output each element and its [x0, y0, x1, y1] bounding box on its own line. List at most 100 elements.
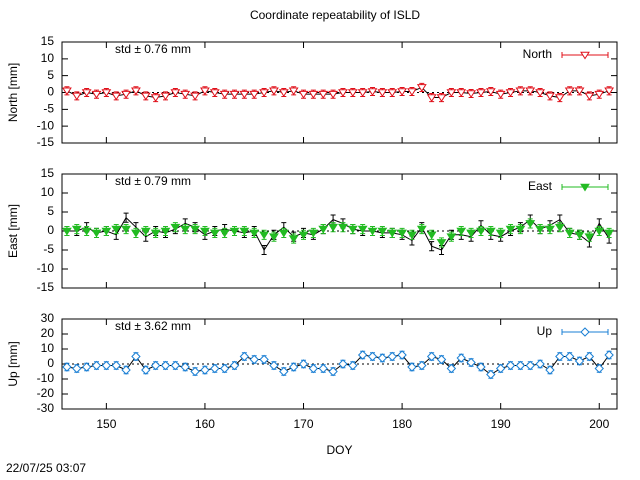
marker: [466, 229, 477, 238]
marker: [525, 220, 536, 228]
marker: [200, 87, 210, 96]
marker: [190, 366, 200, 377]
marker: [338, 359, 348, 369]
marker: [426, 351, 437, 362]
marker: [91, 360, 102, 371]
marker: [604, 229, 615, 238]
marker: [426, 94, 437, 103]
marker: [505, 89, 516, 98]
marker: [239, 351, 250, 362]
marker: [111, 225, 122, 234]
y-tick-label: -5: [43, 242, 54, 256]
marker: [446, 89, 457, 98]
marker: [140, 92, 151, 101]
marker: [535, 89, 546, 98]
marker: [525, 360, 535, 371]
marker: [594, 90, 605, 99]
marker: [170, 360, 181, 371]
marker: [81, 362, 92, 372]
y-tick-label: 0: [47, 223, 54, 237]
marker: [486, 369, 496, 380]
marker: [131, 229, 141, 238]
y-tick-label: 30: [41, 311, 55, 325]
marker: [456, 227, 467, 236]
marker: [111, 360, 121, 371]
marker: [377, 89, 388, 98]
marker: [535, 225, 546, 234]
marker: [377, 353, 388, 363]
marker: [170, 223, 181, 232]
marker: [348, 360, 358, 371]
marker: [574, 231, 585, 240]
marker: [209, 229, 220, 238]
y-tick-label: 20: [41, 326, 55, 340]
marker: [387, 89, 398, 98]
marker: [495, 90, 506, 99]
marker: [367, 227, 378, 236]
y-tick-label: 5: [47, 204, 54, 218]
y-tick-label: -15: [37, 135, 55, 149]
y-axis-label: East [mm]: [6, 204, 20, 258]
marker: [62, 362, 72, 372]
x-axis-label: DOY: [326, 443, 352, 457]
marker: [249, 90, 260, 99]
marker: [466, 90, 477, 99]
legend-label: Up: [537, 324, 553, 338]
x-tick-label: 150: [96, 417, 116, 431]
marker: [279, 366, 289, 377]
marker: [584, 92, 595, 101]
marker: [466, 357, 476, 368]
marker: [150, 229, 161, 238]
marker: [308, 90, 319, 99]
marker: [318, 363, 328, 374]
marker: [298, 359, 309, 369]
y-tick-label: -10: [37, 261, 55, 275]
marker: [446, 233, 457, 242]
marker: [495, 229, 506, 238]
marker: [338, 223, 348, 232]
marker: [288, 362, 299, 372]
legend-marker: [580, 51, 590, 60]
y-tick-label: 10: [41, 185, 55, 199]
marker: [91, 229, 102, 238]
marker: [269, 87, 279, 96]
y-tick-label: 0: [47, 356, 54, 370]
marker: [564, 229, 575, 238]
marker: [190, 92, 200, 101]
marker: [594, 363, 604, 374]
y-tick-label: -30: [37, 401, 55, 415]
marker: [347, 225, 358, 234]
marker: [259, 231, 269, 240]
marker: [269, 360, 279, 371]
marker: [476, 362, 486, 372]
marker: [71, 225, 82, 234]
marker: [436, 239, 447, 247]
marker: [141, 365, 151, 375]
marker: [584, 351, 595, 362]
marker: [308, 363, 319, 374]
y-tick-label: 15: [41, 166, 55, 180]
marker: [278, 89, 289, 98]
marker: [446, 363, 457, 374]
marker: [170, 89, 181, 98]
marker: [269, 233, 279, 242]
marker: [387, 351, 397, 362]
marker: [574, 356, 585, 366]
y-axis-label: North [mm]: [6, 63, 20, 122]
marker: [347, 89, 358, 98]
marker: [111, 92, 122, 101]
marker: [150, 360, 161, 371]
marker: [308, 229, 319, 238]
marker: [416, 225, 427, 234]
marker: [574, 87, 585, 96]
error-bar: [429, 241, 435, 252]
marker: [594, 227, 605, 236]
marker: [101, 227, 112, 236]
marker: [387, 229, 398, 238]
error-bar: [123, 212, 129, 223]
marker: [564, 87, 575, 96]
marker: [485, 227, 496, 236]
marker: [515, 87, 526, 96]
marker: [417, 360, 427, 371]
marker: [525, 87, 536, 96]
